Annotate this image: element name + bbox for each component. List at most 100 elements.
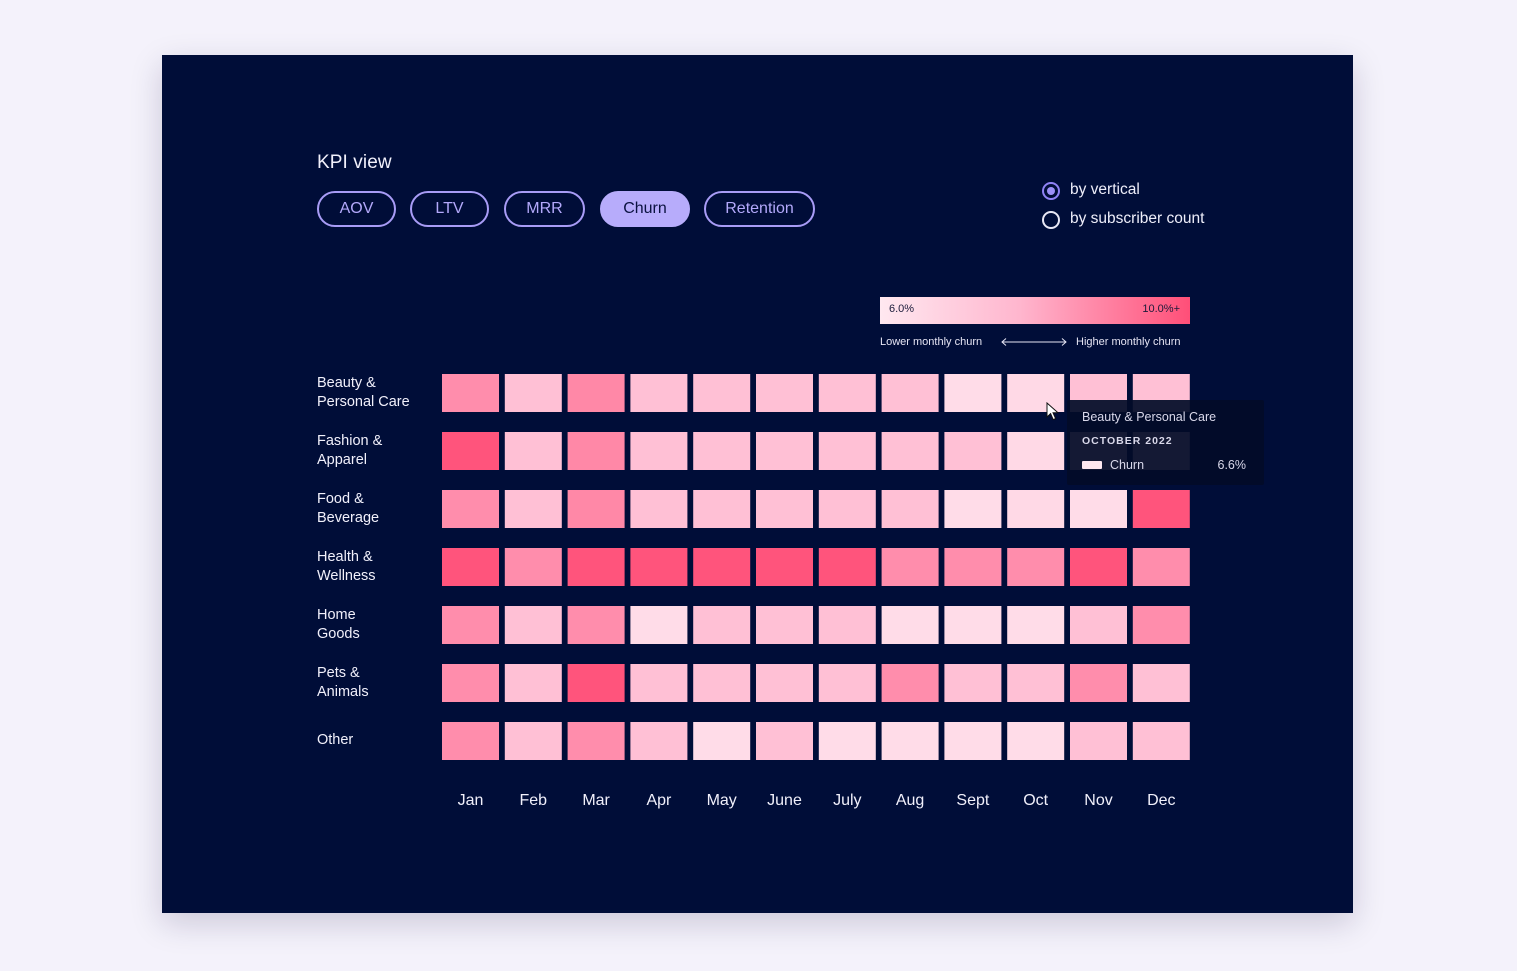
month-label: Mar <box>582 792 610 809</box>
heatmap-cell[interactable] <box>818 490 876 528</box>
heatmap-cell[interactable] <box>944 664 1002 702</box>
heatmap-cell[interactable] <box>630 664 688 702</box>
heatmap-cell[interactable] <box>693 664 751 702</box>
ltv-button[interactable]: LTV <box>410 191 489 227</box>
heatmap-cell[interactable] <box>881 548 939 586</box>
heatmap-cell[interactable] <box>693 490 751 528</box>
heatmap-cell[interactable] <box>630 490 688 528</box>
tooltip-date: OCTOBER 2022 <box>1082 435 1173 447</box>
heatmap-cell[interactable] <box>630 606 688 644</box>
heatmap-cell[interactable] <box>693 374 751 412</box>
heatmap-cell[interactable] <box>1007 374 1065 412</box>
heatmap-cell[interactable] <box>504 432 562 470</box>
heatmap-cell[interactable] <box>442 490 499 528</box>
heatmap-cell[interactable] <box>1070 664 1127 702</box>
heatmap-cell[interactable] <box>567 432 625 470</box>
heatmap-cell[interactable] <box>442 664 499 702</box>
heatmap-cell[interactable] <box>756 490 813 528</box>
heatmap-cell[interactable] <box>504 664 562 702</box>
cell-tooltip: Beauty & Personal Care OCTOBER 2022 Chur… <box>1067 400 1264 485</box>
heatmap-cell[interactable] <box>504 722 562 760</box>
heatmap-cell[interactable] <box>1132 606 1190 644</box>
heatmap-cell[interactable] <box>881 664 939 702</box>
heatmap-cell[interactable] <box>818 664 876 702</box>
heatmap-cell[interactable] <box>818 606 876 644</box>
heatmap-cell[interactable] <box>567 374 625 412</box>
heatmap-cell[interactable] <box>567 722 625 760</box>
heatmap-cell[interactable] <box>881 722 939 760</box>
heatmap-cell[interactable] <box>693 548 751 586</box>
heatmap-cell[interactable] <box>630 722 688 760</box>
heatmap-cell[interactable] <box>1070 722 1127 760</box>
mrr-button[interactable]: MRR <box>504 191 585 227</box>
heatmap-cell[interactable] <box>1132 548 1190 586</box>
heatmap-cell[interactable] <box>881 432 939 470</box>
heatmap-cell[interactable] <box>881 374 939 412</box>
heatmap-cell[interactable] <box>1070 606 1127 644</box>
heatmap-cell[interactable] <box>442 722 499 760</box>
heatmap-cell[interactable] <box>442 606 499 644</box>
heatmap-cell[interactable] <box>756 722 813 760</box>
heatmap-cell[interactable] <box>567 606 625 644</box>
heatmap-cell[interactable] <box>1007 664 1065 702</box>
row-label: Home Goods <box>317 606 360 643</box>
heatmap-cell[interactable] <box>818 548 876 586</box>
legend-high-label: Higher monthly churn <box>1076 336 1181 348</box>
heatmap-cell[interactable] <box>630 432 688 470</box>
heatmap-cell[interactable] <box>881 490 939 528</box>
heatmap-cell[interactable] <box>944 374 1002 412</box>
heatmap-cell[interactable] <box>818 722 876 760</box>
heatmap-cell[interactable] <box>504 490 562 528</box>
heatmap-cell[interactable] <box>442 374 499 412</box>
month-label: June <box>767 792 802 809</box>
heatmap-cell[interactable] <box>944 722 1002 760</box>
kpi-view-title: KPI view <box>317 152 392 173</box>
retention-button[interactable]: Retention <box>704 191 815 227</box>
heatmap-cell[interactable] <box>944 548 1002 586</box>
tooltip-series: Churn <box>1110 458 1145 472</box>
heatmap-cell[interactable] <box>1007 722 1065 760</box>
heatmap-cell[interactable] <box>881 606 939 644</box>
heatmap-cell[interactable] <box>1070 490 1127 528</box>
heatmap-cell[interactable] <box>442 548 499 586</box>
tooltip-title: Beauty & Personal Care <box>1082 410 1217 424</box>
row-label: Health & Wellness <box>317 548 376 585</box>
heatmap-cell[interactable] <box>504 374 562 412</box>
heatmap-cell[interactable] <box>504 548 562 586</box>
heatmap-cell[interactable] <box>1007 432 1065 470</box>
heatmap-cell[interactable] <box>567 548 625 586</box>
heatmap-cell[interactable] <box>944 606 1002 644</box>
row-label: Pets & Animals <box>317 664 369 701</box>
heatmap-cell[interactable] <box>442 432 499 470</box>
heatmap-cell[interactable] <box>944 432 1002 470</box>
heatmap-cell[interactable] <box>1007 490 1065 528</box>
row-label: Beauty & Personal Care <box>317 374 410 411</box>
heatmap-cell[interactable] <box>818 432 876 470</box>
heatmap-cell[interactable] <box>504 606 562 644</box>
tooltip-swatch <box>1082 461 1102 469</box>
heatmap-cell[interactable] <box>756 548 813 586</box>
heatmap-cell[interactable] <box>1132 664 1190 702</box>
heatmap-cell[interactable] <box>693 606 751 644</box>
heatmap-cell[interactable] <box>818 374 876 412</box>
heatmap-cell[interactable] <box>693 722 751 760</box>
heatmap-cell[interactable] <box>756 664 813 702</box>
churn-button[interactable]: Churn <box>600 191 690 227</box>
heatmap-cell[interactable] <box>1132 722 1190 760</box>
heatmap-cell[interactable] <box>1132 490 1190 528</box>
heatmap-cell[interactable] <box>567 490 625 528</box>
heatmap-cell[interactable] <box>1007 606 1065 644</box>
heatmap-cell[interactable] <box>630 374 688 412</box>
heatmap-cell[interactable] <box>1070 548 1127 586</box>
heatmap-cell[interactable] <box>944 490 1002 528</box>
heatmap-cell[interactable] <box>630 548 688 586</box>
heatmap-cell[interactable] <box>756 606 813 644</box>
heatmap-cell[interactable] <box>1007 548 1065 586</box>
row-label: Fashion & Apparel <box>317 432 383 469</box>
heatmap-cell[interactable] <box>693 432 751 470</box>
heatmap-cell[interactable] <box>756 432 813 470</box>
heatmap-cell[interactable] <box>756 374 813 412</box>
heatmap-cell[interactable] <box>567 664 625 702</box>
month-label: May <box>706 792 737 809</box>
aov-button[interactable]: AOV <box>317 191 396 227</box>
